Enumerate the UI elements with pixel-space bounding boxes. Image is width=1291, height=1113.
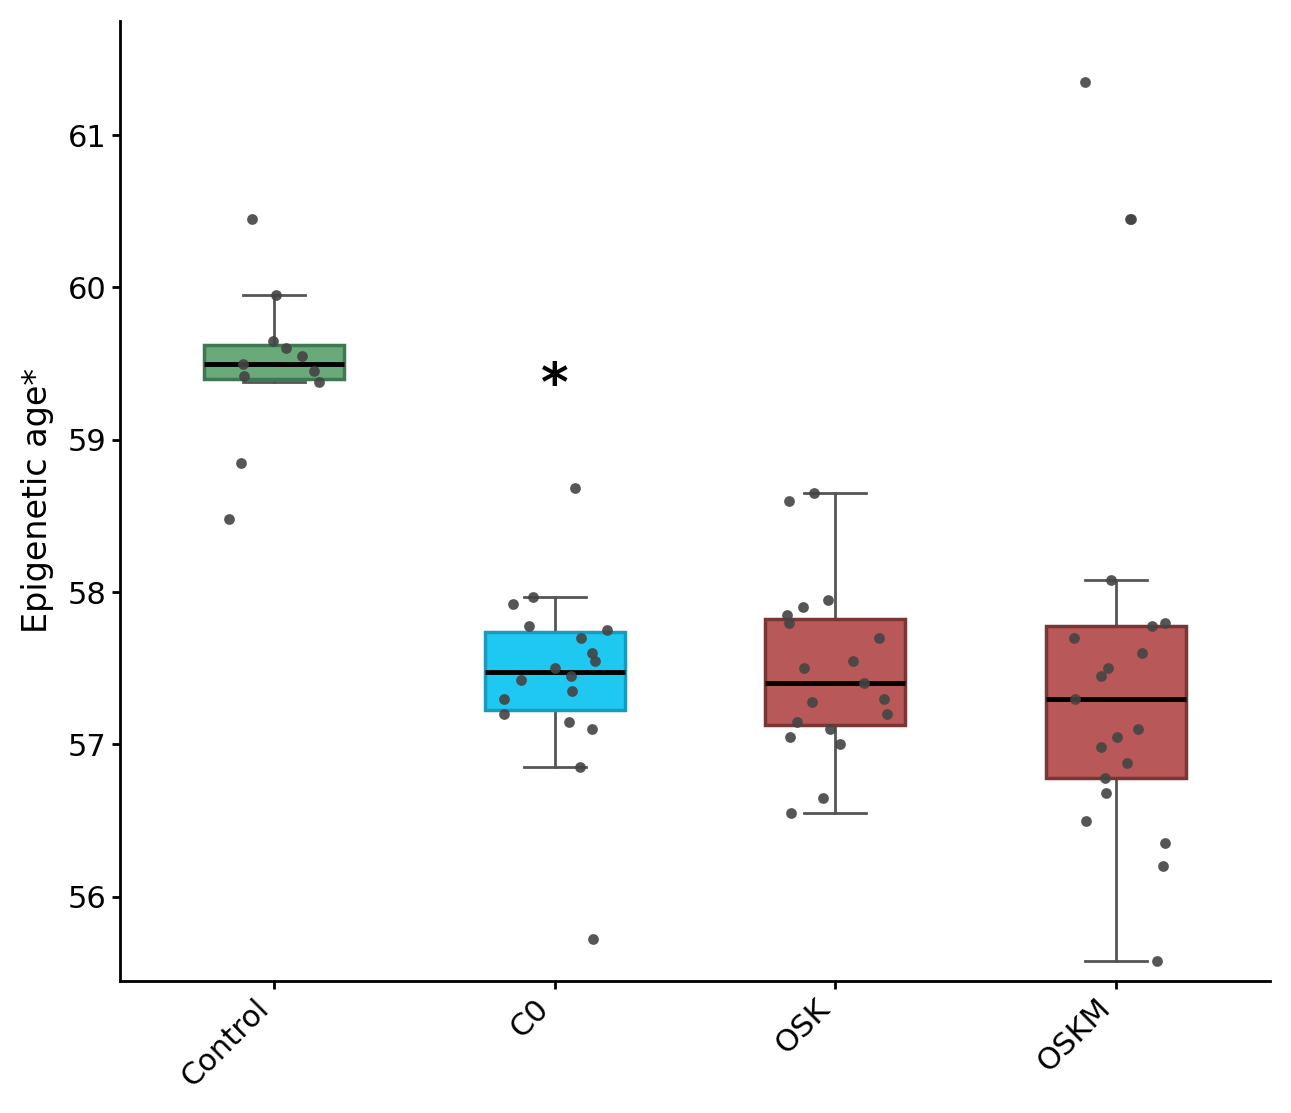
Point <box>1075 811 1096 829</box>
Point <box>820 720 840 738</box>
Point <box>778 613 799 631</box>
Point <box>1154 835 1175 853</box>
Point <box>571 629 591 647</box>
Point <box>877 705 897 722</box>
Point <box>545 659 565 677</box>
Point <box>1141 617 1162 634</box>
Point <box>581 720 602 738</box>
Point <box>1101 571 1122 589</box>
Point <box>874 690 895 708</box>
Point <box>1064 690 1084 708</box>
Text: *: * <box>541 361 568 413</box>
Point <box>812 789 833 807</box>
FancyBboxPatch shape <box>766 619 905 726</box>
Point <box>830 736 851 754</box>
Point <box>559 712 580 730</box>
Point <box>309 373 329 391</box>
Point <box>1064 629 1084 647</box>
Point <box>1096 785 1117 802</box>
Point <box>1091 667 1112 684</box>
Point <box>803 484 824 502</box>
Point <box>523 588 544 605</box>
Point <box>1106 728 1127 746</box>
Point <box>794 659 815 677</box>
Point <box>793 599 813 617</box>
Point <box>243 210 263 228</box>
Point <box>292 347 312 365</box>
Point <box>1153 857 1174 875</box>
Point <box>564 480 585 498</box>
Point <box>584 930 604 948</box>
Point <box>843 652 864 670</box>
Point <box>596 621 617 639</box>
Point <box>781 804 802 821</box>
Point <box>1154 613 1175 631</box>
FancyBboxPatch shape <box>484 632 625 710</box>
FancyBboxPatch shape <box>1046 626 1186 778</box>
Point <box>503 595 524 613</box>
Point <box>802 692 822 710</box>
Point <box>1117 754 1137 771</box>
Point <box>493 690 514 708</box>
Point <box>853 674 874 692</box>
Point <box>780 728 800 746</box>
Point <box>1121 210 1141 228</box>
Point <box>276 339 297 357</box>
Point <box>776 605 797 623</box>
Y-axis label: Epigenetic age*: Epigenetic age* <box>21 368 54 633</box>
Point <box>1091 739 1112 757</box>
Point <box>1075 72 1096 90</box>
Point <box>266 286 287 304</box>
Point <box>1146 952 1167 969</box>
Point <box>519 617 540 634</box>
Point <box>1095 769 1115 787</box>
Point <box>232 355 253 373</box>
Point <box>234 367 254 385</box>
Point <box>1128 720 1149 738</box>
Point <box>585 652 605 670</box>
Point <box>786 712 807 730</box>
Point <box>231 454 252 472</box>
FancyBboxPatch shape <box>204 345 345 378</box>
Point <box>1121 210 1141 228</box>
Point <box>562 682 582 700</box>
Point <box>494 705 515 722</box>
Point <box>303 363 324 381</box>
Point <box>262 332 283 349</box>
Point <box>569 758 590 776</box>
Point <box>869 629 889 647</box>
Point <box>817 591 838 609</box>
Point <box>510 671 531 689</box>
Point <box>560 667 581 684</box>
Point <box>1097 659 1118 677</box>
Point <box>219 510 240 528</box>
Point <box>778 492 799 510</box>
Point <box>1132 644 1153 662</box>
Point <box>582 644 603 662</box>
